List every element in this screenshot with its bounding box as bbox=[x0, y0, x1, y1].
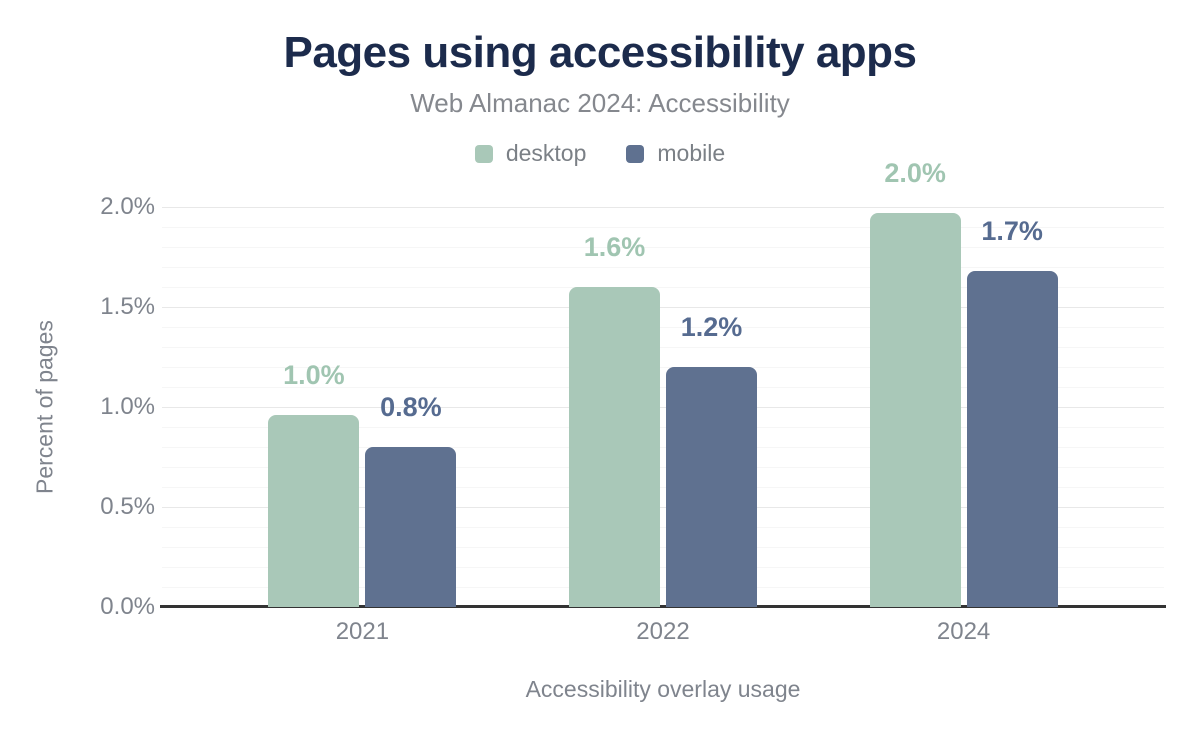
bar-group-2021: 1.0% 0.8% bbox=[268, 207, 457, 607]
bar-desktop-2022[interactable] bbox=[569, 287, 660, 607]
x-axis-ticks: 2021 2022 2024 bbox=[162, 618, 1164, 648]
bar-column-mobile-2024: 1.7% bbox=[966, 207, 1058, 607]
minor-gridline bbox=[162, 467, 1164, 468]
bar-desktop-2021[interactable] bbox=[268, 415, 360, 607]
bar-value-label-mobile-2024: 1.7% bbox=[981, 216, 1043, 246]
minor-gridline bbox=[162, 227, 1164, 228]
minor-gridline bbox=[162, 587, 1164, 588]
x-tick-label-2022: 2022 bbox=[636, 618, 690, 645]
bar-mobile-2022[interactable] bbox=[666, 367, 757, 607]
y-tick-label: 1.0% bbox=[100, 393, 155, 420]
y-axis-ticks: 0.0% 0.5% 1.0% 1.5% 2.0% bbox=[0, 195, 155, 619]
minor-gridline bbox=[162, 547, 1164, 548]
bar-value-label-mobile-2022: 1.2% bbox=[680, 312, 743, 342]
bar-value-label-mobile-2021: 0.8% bbox=[380, 392, 442, 422]
bar-group-2024: 2.0% 1.7% bbox=[869, 160, 1058, 607]
bar-column-desktop-2021: 1.0% bbox=[268, 207, 360, 607]
bar-mobile-2024[interactable] bbox=[966, 271, 1058, 607]
minor-gridline bbox=[162, 367, 1164, 368]
minor-gridline bbox=[162, 247, 1164, 248]
legend: desktop mobile bbox=[0, 140, 1200, 167]
minor-gridline bbox=[162, 387, 1164, 388]
legend-label-desktop: desktop bbox=[505, 140, 587, 166]
major-gridline bbox=[162, 407, 1164, 408]
legend-item-desktop[interactable]: desktop bbox=[474, 140, 587, 167]
bar-value-label-desktop-2024: 2.0% bbox=[884, 158, 946, 188]
bar-value-label-desktop-2021: 1.0% bbox=[283, 360, 345, 390]
bar-column-desktop-2024: 2.0% bbox=[869, 160, 961, 607]
legend-swatch-desktop bbox=[474, 144, 493, 163]
minor-gridline bbox=[162, 487, 1164, 488]
y-tick-label: 2.0% bbox=[100, 193, 155, 220]
y-tick-label: 1.5% bbox=[100, 293, 155, 320]
major-gridline bbox=[162, 507, 1164, 508]
legend-label-mobile: mobile bbox=[657, 140, 726, 166]
legend-item-mobile[interactable]: mobile bbox=[626, 140, 725, 167]
x-axis-title: Accessibility overlay usage bbox=[525, 676, 801, 702]
chart-title: Pages using accessibility apps bbox=[283, 28, 917, 77]
minor-gridline bbox=[162, 347, 1164, 348]
minor-gridline bbox=[162, 527, 1164, 528]
y-tick-label: 0.5% bbox=[100, 493, 155, 520]
bar-column-desktop-2022: 1.6% bbox=[569, 207, 660, 607]
minor-gridline bbox=[162, 327, 1164, 328]
chart-subtitle: Web Almanac 2024: Accessibility bbox=[410, 88, 790, 118]
legend-swatch-mobile bbox=[626, 144, 645, 163]
y-tick-label: 0.0% bbox=[100, 593, 155, 620]
minor-gridline bbox=[162, 427, 1164, 428]
bar-value-label-desktop-2022: 1.6% bbox=[583, 232, 646, 262]
major-gridline bbox=[162, 207, 1164, 208]
x-axis-line bbox=[160, 605, 1166, 608]
minor-gridline bbox=[162, 287, 1164, 288]
x-tick-label-2024: 2024 bbox=[936, 618, 991, 645]
bar-column-mobile-2022: 1.2% bbox=[666, 207, 757, 607]
minor-gridline bbox=[162, 267, 1164, 268]
plot-area: 1.0% 0.8% 1.6% 1.2% 2.0% 1.7% bbox=[160, 160, 1166, 608]
minor-gridline bbox=[162, 447, 1164, 448]
major-gridline bbox=[162, 307, 1164, 308]
minor-gridline bbox=[162, 567, 1164, 568]
x-tick-label-2021: 2021 bbox=[335, 618, 390, 645]
bar-group-2022: 1.6% 1.2% bbox=[569, 207, 757, 607]
bar-mobile-2021[interactable] bbox=[365, 447, 457, 607]
bar-column-mobile-2021: 0.8% bbox=[365, 207, 457, 607]
bar-desktop-2024[interactable] bbox=[869, 213, 961, 607]
